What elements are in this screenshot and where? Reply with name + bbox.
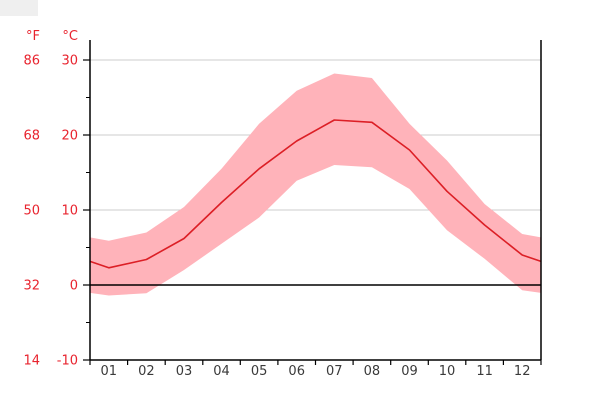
ticks-group <box>83 59 542 365</box>
axis-labels-group: °F °C 86 30 68 20 50 10 32 0 14 -10 01 02 03 04 05 06 07… <box>23 29 530 379</box>
x-tick-label-month: 07 <box>326 364 343 379</box>
y-tick-label-celsius: 10 <box>61 204 78 219</box>
x-tick-label-month: 04 <box>213 364 230 379</box>
y-tick-label-fahrenheit: 32 <box>23 279 40 294</box>
y-tick-label-fahrenheit: 50 <box>23 204 40 219</box>
x-tick-label-month: 08 <box>364 364 381 379</box>
x-tick-label-month: 09 <box>401 364 418 379</box>
celsius-unit-header: °C <box>62 29 78 44</box>
temperature-band-group <box>90 73 541 296</box>
x-tick-label-month: 06 <box>288 364 305 379</box>
y-tick-label-celsius: 0 <box>70 279 78 294</box>
mean-line-group <box>89 119 542 269</box>
x-tick-label-month: 12 <box>514 364 531 379</box>
x-tick-label-month: 11 <box>476 364 493 379</box>
x-tick-label-month: 05 <box>251 364 268 379</box>
x-tick-label-month: 02 <box>138 364 155 379</box>
y-tick-label-fahrenheit: 14 <box>23 354 40 369</box>
y-tick-label-celsius: 20 <box>61 129 78 144</box>
x-tick-label-month: 03 <box>176 364 193 379</box>
x-tick-label-month: 10 <box>439 364 456 379</box>
y-tick-label-celsius: 30 <box>61 54 78 69</box>
min-max-temperature-band <box>90 73 541 296</box>
y-tick-label-fahrenheit: 68 <box>23 129 40 144</box>
y-tick-label-celsius: -10 <box>57 354 78 369</box>
fahrenheit-unit-header: °F <box>26 29 40 44</box>
mean-temperature-line <box>89 119 542 269</box>
y-tick-label-fahrenheit: 86 <box>23 54 40 69</box>
x-tick-label-month: 01 <box>101 364 118 379</box>
corner-artifact <box>0 0 38 16</box>
